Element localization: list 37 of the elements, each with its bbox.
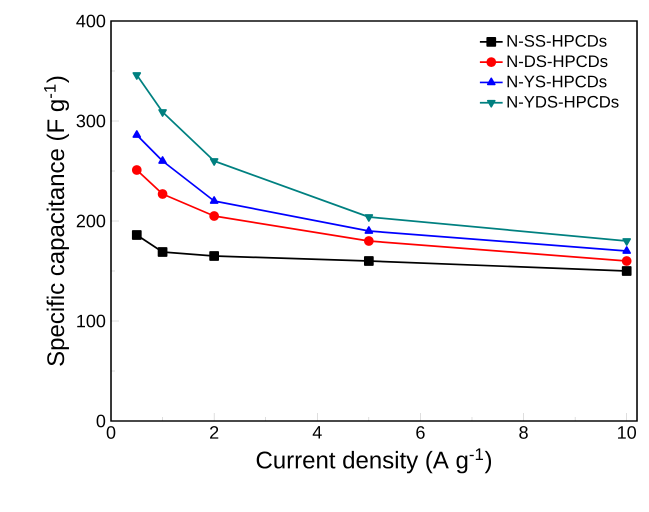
- x-tick-label: 6: [416, 426, 425, 439]
- point: [622, 246, 632, 254]
- point: [364, 256, 374, 266]
- point: [364, 226, 374, 234]
- x-tick-label: 10: [618, 426, 636, 439]
- x-tick-label: 0: [106, 426, 116, 439]
- legend-label: N-YDS-HPCDs: [508, 96, 619, 108]
- x-axis-title: Current density (A g$^{-1}$): [256, 448, 492, 474]
- point: [622, 266, 632, 276]
- point: [364, 236, 374, 246]
- y-tick-label: 300: [76, 114, 106, 128]
- point: [132, 165, 142, 175]
- point: [132, 130, 142, 138]
- point: [622, 238, 632, 246]
- point: [158, 189, 168, 199]
- point: [158, 156, 167, 164]
- x-tick-label: 4: [312, 426, 322, 438]
- legend-label: N-YS-HPCDs: [508, 76, 607, 88]
- point: [209, 211, 220, 221]
- point: [364, 214, 374, 222]
- y-axis-title: Specific capacitance (F g$^{-1}$): [44, 76, 69, 366]
- point: [132, 230, 142, 240]
- legend-label: N-DS-HPCDs: [508, 55, 608, 68]
- y-tick-label: 200: [76, 214, 106, 228]
- point: [158, 109, 167, 117]
- point: [209, 251, 220, 261]
- point: [622, 256, 632, 266]
- y-tick-label: 100: [77, 314, 106, 328]
- point: [210, 196, 218, 204]
- legend-label: N-SS-HPCDs: [508, 35, 607, 47]
- point: [210, 158, 218, 166]
- point: [158, 247, 168, 257]
- x-tick-label: 8: [519, 426, 528, 439]
- y-tick-label: 0: [96, 414, 106, 428]
- y-tick-label: 400: [76, 14, 106, 28]
- x-tick-label: 2: [210, 426, 218, 439]
- point: [132, 72, 142, 80]
